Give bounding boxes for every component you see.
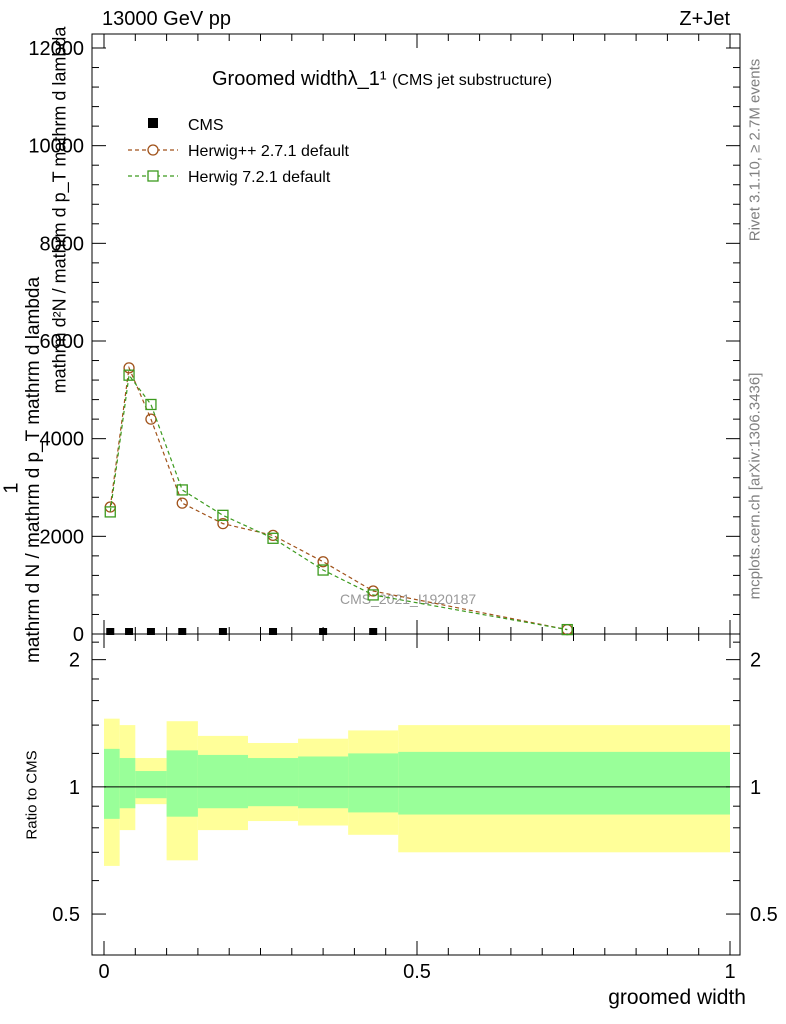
chart-title: Groomed widthλ_1¹ (CMS jet substructure): [212, 68, 552, 91]
herwig7-data-point: [176, 484, 188, 496]
y-tick-label: 10000: [28, 136, 84, 158]
y-tick-label: 0: [73, 624, 84, 646]
legend-label: Herwig 7.2.1 default: [188, 169, 331, 186]
y-tick-label: 2000: [40, 526, 85, 548]
ratio-band-inner: [119, 758, 136, 809]
herwig7-data-point: [267, 532, 279, 544]
process-label: Z+Jet: [679, 8, 730, 30]
cms-data-point: [319, 628, 328, 635]
legend-marker-cms: [148, 118, 158, 128]
ratio-band-inner: [104, 748, 120, 819]
herwigpp-data-point: [217, 517, 229, 530]
ratio-band-inner: [166, 750, 198, 817]
legend-marker-circle: [147, 144, 159, 156]
x-tick-label: 1: [724, 961, 735, 983]
ratio-y-tick-label-right: 1: [750, 777, 761, 799]
ratio-band-inner: [247, 758, 299, 807]
herwig7-data-point: [561, 623, 573, 636]
y-tick-label: 12000: [28, 38, 84, 60]
cms-data-point: [178, 628, 187, 635]
energy-label: 13000 GeV pp: [102, 8, 231, 30]
cms-data-point: [269, 628, 278, 635]
herwigpp-data-point: [123, 362, 135, 374]
ratio-y-tick-label: 0.5: [52, 904, 80, 926]
herwigpp-data-point: [176, 497, 188, 509]
herwig7-data-point: [145, 398, 157, 411]
chart-title-suffix: (CMS jet substructure): [392, 72, 553, 89]
legend-marker-square: [147, 170, 159, 182]
y-tick-label: 4000: [40, 429, 85, 451]
herwig7-data-point: [123, 369, 135, 381]
herwigpp-data-point: [317, 556, 329, 568]
ratio-band-inner: [398, 751, 730, 815]
legend-label: Herwig++ 2.7.1 default: [188, 143, 350, 160]
herwig7-data-point: [104, 506, 116, 518]
ratio-plot-frame: [91, 633, 741, 956]
chart-title-main: Groomed widthλ_1¹: [212, 68, 387, 90]
cms-data-point: [369, 628, 378, 635]
x-axis-label: groomed width: [608, 986, 746, 1009]
herwig7-data-point: [317, 564, 329, 576]
ratio-band-inner: [135, 771, 167, 799]
y-tick-label: 6000: [40, 331, 85, 353]
herwig7-data-point: [367, 589, 379, 601]
cms-data-point: [106, 628, 115, 635]
ratio-band-inner: [298, 756, 349, 809]
ratio-band-inner: [348, 753, 399, 813]
x-tick-label: 0.5: [403, 961, 431, 983]
cms-data-point: [125, 628, 134, 635]
ratio-y-tick-label-right: 2: [750, 650, 761, 672]
ratio-y-tick-label: 1: [69, 777, 80, 799]
x-tick-label: 0: [98, 961, 109, 983]
y-tick-label: 8000: [40, 233, 85, 255]
series-line-2: [109, 373, 568, 631]
cms-data-point: [146, 628, 155, 635]
cms-data-point: [218, 628, 227, 635]
herwig7-data-point: [217, 509, 229, 521]
herwigpp-data-point: [267, 529, 279, 542]
ratio-band-inner: [197, 754, 248, 809]
ratio-y-tick-label: 2: [69, 650, 80, 672]
series-line-1: [109, 365, 568, 631]
legend-label: CMS: [188, 117, 224, 134]
ratio-y-tick-label-right: 0.5: [750, 904, 778, 926]
